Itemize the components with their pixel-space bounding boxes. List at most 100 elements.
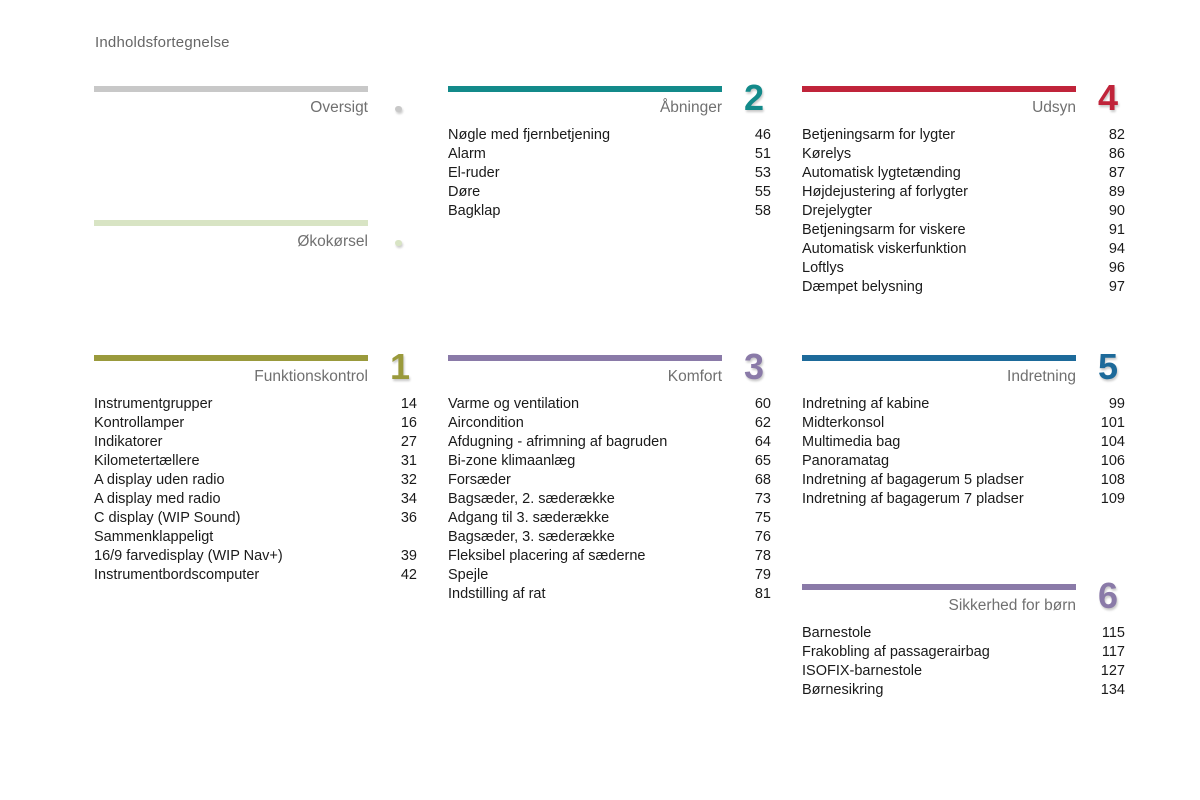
toc-entry-label: Varme og ventilation — [448, 396, 580, 412]
toc-entry-page-number: 55 — [754, 184, 771, 200]
toc-entry[interactable]: Varme og ventilation 60 — [448, 395, 771, 414]
toc-entry[interactable]: Dæmpet belysning 97 — [802, 278, 1125, 297]
toc-entry-label: Instrumentbordscomputer — [94, 567, 260, 583]
toc-entry[interactable]: Indretning af bagagerum 7 pladser 109 — [802, 490, 1125, 509]
toc-entry[interactable]: Kilometertællere 31 — [94, 452, 417, 471]
toc-entry[interactable]: Barnestole 115 — [802, 624, 1125, 643]
toc-entry-page-number: 58 — [754, 203, 771, 219]
toc-entry-page-number: 27 — [400, 434, 417, 450]
toc-entry[interactable]: Bagklap 58 — [448, 202, 771, 221]
toc-entry[interactable]: Indretning af kabine 99 — [802, 395, 1125, 414]
toc-entry[interactable]: Instrumentgrupper 14 — [94, 395, 417, 414]
toc-list: Betjeningsarm for lygter 82 Kørelys 86 Autom… — [802, 126, 1125, 297]
toc-entry-label: Bagsæder, 3. sæderække — [448, 529, 615, 545]
toc-entry[interactable]: Spejle 79 — [448, 566, 771, 585]
toc-entry-page-number: 16 — [400, 415, 417, 431]
toc-entry-page-number: 97 — [1108, 279, 1125, 295]
toc-entry-page-number: 39 — [400, 548, 417, 564]
section-title[interactable]: Funktionskontrol — [254, 368, 368, 385]
toc-entry[interactable]: A display uden radio 32 — [94, 471, 417, 490]
section-title[interactable]: Sikkerhed for børn — [948, 597, 1077, 614]
toc-entry-label: Drejelygter — [802, 203, 873, 219]
toc-entry[interactable]: Kørelys 86 — [802, 145, 1125, 164]
toc-entry[interactable]: ISOFIX-barnestole 127 — [802, 662, 1125, 681]
toc-entry[interactable]: Automatisk viskerfunktion 94 — [802, 240, 1125, 259]
toc-entry[interactable]: Bagsæder, 2. sæderække 73 — [448, 490, 771, 509]
toc-entry-label: Indretning af bagagerum 5 pladser — [802, 472, 1024, 488]
section-color-bar — [802, 86, 1076, 92]
toc-entry-page-number: 91 — [1108, 222, 1125, 238]
toc-entry-label: Spejle — [448, 567, 489, 583]
toc-entry[interactable]: Betjeningsarm for lygter 82 — [802, 126, 1125, 145]
toc-entry[interactable]: Betjeningsarm for viskere 91 — [802, 221, 1125, 240]
toc-entry[interactable]: Afdugning - afrimning af bagruden 64 — [448, 433, 771, 452]
toc-entry-label: Børnesikring — [802, 682, 884, 698]
section-oversigt: Oversigt — [94, 86, 402, 118]
toc-entry-label: Indretning af kabine — [802, 396, 930, 412]
toc-entry[interactable]: C display (WIP Sound) 36 — [94, 509, 417, 528]
section-title[interactable]: Indretning — [1007, 368, 1076, 385]
toc-entry-page-number: 34 — [400, 491, 417, 507]
toc-entry-page-number: 36 — [400, 510, 417, 526]
toc-entry[interactable]: Midterkonsol 101 — [802, 414, 1125, 433]
toc-entry-label: Dæmpet belysning — [802, 279, 923, 295]
toc-entry[interactable]: Indretning af bagagerum 5 pladser 108 — [802, 471, 1125, 490]
toc-entry-label: Bagsæder, 2. sæderække — [448, 491, 615, 507]
toc-entry[interactable]: Adgang til 3. sæderække 75 — [448, 509, 771, 528]
toc-entry[interactable]: Børnesikring 134 — [802, 681, 1125, 700]
toc-entry-page-number: 96 — [1108, 260, 1125, 276]
toc-entry-label: Betjeningsarm for lygter — [802, 127, 956, 143]
toc-entry-page-number: 134 — [1100, 682, 1125, 698]
section-title[interactable]: Komfort — [667, 368, 722, 385]
toc-entry[interactable]: Fleksibel placering af sæderne 78 — [448, 547, 771, 566]
section-title[interactable]: Økokørsel — [297, 233, 368, 250]
toc-entry[interactable]: Drejelygter 90 — [802, 202, 1125, 221]
toc-entry[interactable]: Frakobling af passagerairbag 117 — [802, 643, 1125, 662]
toc-entry[interactable]: Indikatorer 27 — [94, 433, 417, 452]
section-color-bar — [802, 355, 1076, 361]
section-title[interactable]: Oversigt — [310, 99, 368, 116]
toc-entry[interactable]: El-ruder 53 — [448, 164, 771, 183]
section-sikkerhed-for-born: Sikkerhed for børn 6 Barnestole 115 Frakob… — [802, 576, 1125, 700]
toc-entry-page-number: 62 — [754, 415, 771, 431]
toc-entry-page-number: 14 — [400, 396, 417, 412]
toc-entry[interactable]: Døre 55 — [448, 183, 771, 202]
toc-entry[interactable]: Instrumentbordscomputer 42 — [94, 566, 417, 585]
toc-entry-page-number: 87 — [1108, 165, 1125, 181]
toc-entry-page-number: 78 — [754, 548, 771, 564]
section-title[interactable]: Åbninger — [659, 99, 722, 116]
toc-entry-page-number: 99 — [1108, 396, 1125, 412]
toc-entry-label: El-ruder — [448, 165, 500, 181]
toc-entry-label: Barnestole — [802, 625, 872, 641]
toc-entry[interactable]: A display med radio 34 — [94, 490, 417, 509]
section-indretning: Indretning 5 Indretning af kabine 99 Midte… — [802, 347, 1125, 509]
toc-entry-page-number: 90 — [1108, 203, 1125, 219]
toc-entry[interactable]: Loftlys 96 — [802, 259, 1125, 278]
toc-entry-page-number: 94 — [1108, 241, 1125, 257]
section-title[interactable]: Udsyn — [1032, 99, 1076, 116]
toc-entry[interactable]: Aircondition 62 — [448, 414, 771, 433]
toc-entry[interactable]: Forsæder 68 — [448, 471, 771, 490]
toc-entry[interactable]: Panoramatag 106 — [802, 452, 1125, 471]
section-udsyn: Udsyn 4 Betjeningsarm for lygter 82 Kørely… — [802, 78, 1125, 297]
toc-entry[interactable]: Kontrollamper 16 — [94, 414, 417, 433]
toc-entry-page-number: 104 — [1100, 434, 1125, 450]
toc-entry[interactable]: Automatisk lygtetænding 87 — [802, 164, 1125, 183]
toc-entry[interactable]: Sammenklappeligt 16/9 farvedisplay (WIP … — [94, 528, 417, 566]
toc-entry-label: Instrumentgrupper — [94, 396, 213, 412]
toc-entry-label: Automatisk viskerfunktion — [802, 241, 967, 257]
toc-entry-page-number: 64 — [754, 434, 771, 450]
toc-entry[interactable]: Bagsæder, 3. sæderække 76 — [448, 528, 771, 547]
toc-entry-label: Fleksibel placering af sæderne — [448, 548, 646, 564]
toc-entry-label: Bi-zone klimaanlæg — [448, 453, 576, 469]
toc-entry[interactable]: Alarm 51 — [448, 145, 771, 164]
toc-entry-page-number: 73 — [754, 491, 771, 507]
toc-entry[interactable]: Multimedia bag 104 — [802, 433, 1125, 452]
section-okokorsel: Økokørsel — [94, 220, 402, 252]
toc-entry[interactable]: Indstilling af rat 81 — [448, 585, 771, 604]
section-number: 5 — [1098, 346, 1119, 387]
toc-entry[interactable]: Højdejustering af forlygter 89 — [802, 183, 1125, 202]
toc-entry-label: Højdejustering af forlygter — [802, 184, 969, 200]
toc-entry[interactable]: Bi-zone klimaanlæg 65 — [448, 452, 771, 471]
toc-entry[interactable]: Nøgle med fjernbetjening 46 — [448, 126, 771, 145]
